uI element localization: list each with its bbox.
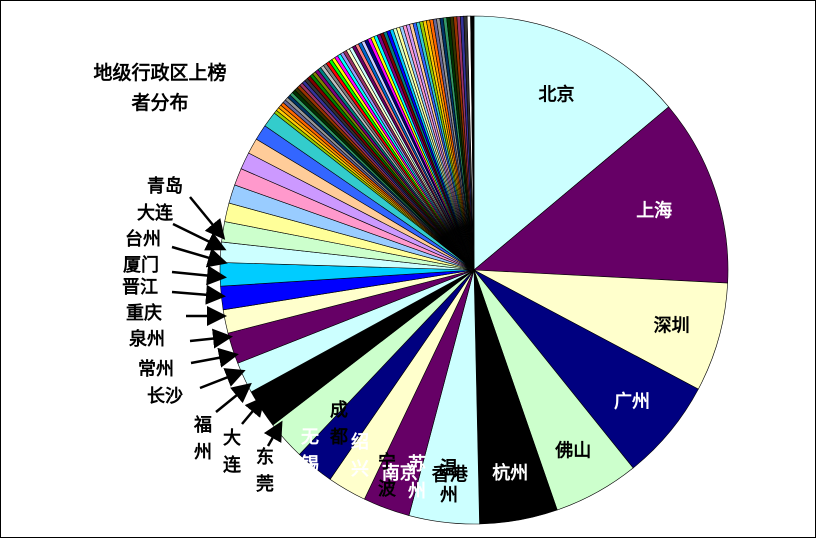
callout-arrow — [190, 347, 239, 368]
callout-arrow — [189, 328, 233, 349]
callout-arrow — [189, 196, 226, 240]
callout-label: 泉州 — [129, 328, 165, 350]
slice-label: 大连 — [223, 427, 242, 476]
slice-label: 苏州 — [407, 453, 426, 502]
slice-label: 广州 — [614, 391, 650, 413]
callout-label: 重庆 — [126, 302, 162, 324]
callout-arrow — [263, 420, 283, 447]
pie-slice — [473, 106, 729, 284]
slice-label: 绍兴 — [351, 431, 369, 480]
slice-label: 东莞 — [256, 446, 274, 495]
slice-label: 成都 — [329, 399, 348, 448]
callout-label: 长沙 — [147, 386, 183, 407]
callout-arrow — [172, 222, 227, 251]
callout-arrow — [171, 284, 226, 305]
slice-label: 无锡 — [301, 427, 319, 475]
callout-arrow — [215, 382, 252, 413]
slice-label: 北京 — [539, 83, 575, 105]
pie-slice-other — [470, 15, 475, 271]
slice-label: 上海 — [636, 200, 672, 222]
slice-label: 温州 — [439, 458, 458, 506]
callout-label: 厦门 — [123, 254, 159, 276]
pie-slice — [473, 15, 670, 271]
callout-label: 晋江 — [122, 277, 158, 298]
slice-label: 香港 — [431, 465, 469, 486]
pie-slice — [473, 269, 728, 390]
callout-arrow — [241, 396, 266, 425]
slice-label: 佛山 — [554, 439, 591, 461]
callout-arrow — [199, 368, 246, 390]
slice-label: 南京 — [382, 462, 418, 484]
callout-label: 台州 — [125, 228, 161, 250]
slice-label: 宁波 — [378, 451, 397, 500]
slice-label: 杭州 — [492, 462, 528, 484]
callout-arrow — [171, 265, 227, 286]
callout-label: 青岛 — [147, 175, 183, 197]
chart-title: 地级行政区上榜 者分布 — [60, 58, 260, 118]
callout-arrow — [171, 245, 228, 268]
chart-title-line-2: 者分布 — [131, 92, 189, 114]
callout-label: 大连 — [137, 202, 174, 224]
callout-label: 常州 — [138, 358, 174, 380]
chart-title-line-1: 地级行政区上榜 — [93, 62, 227, 84]
slice-label: 福州 — [193, 414, 212, 463]
pie-slices — [219, 15, 729, 525]
slice-label: 深圳 — [654, 315, 690, 337]
